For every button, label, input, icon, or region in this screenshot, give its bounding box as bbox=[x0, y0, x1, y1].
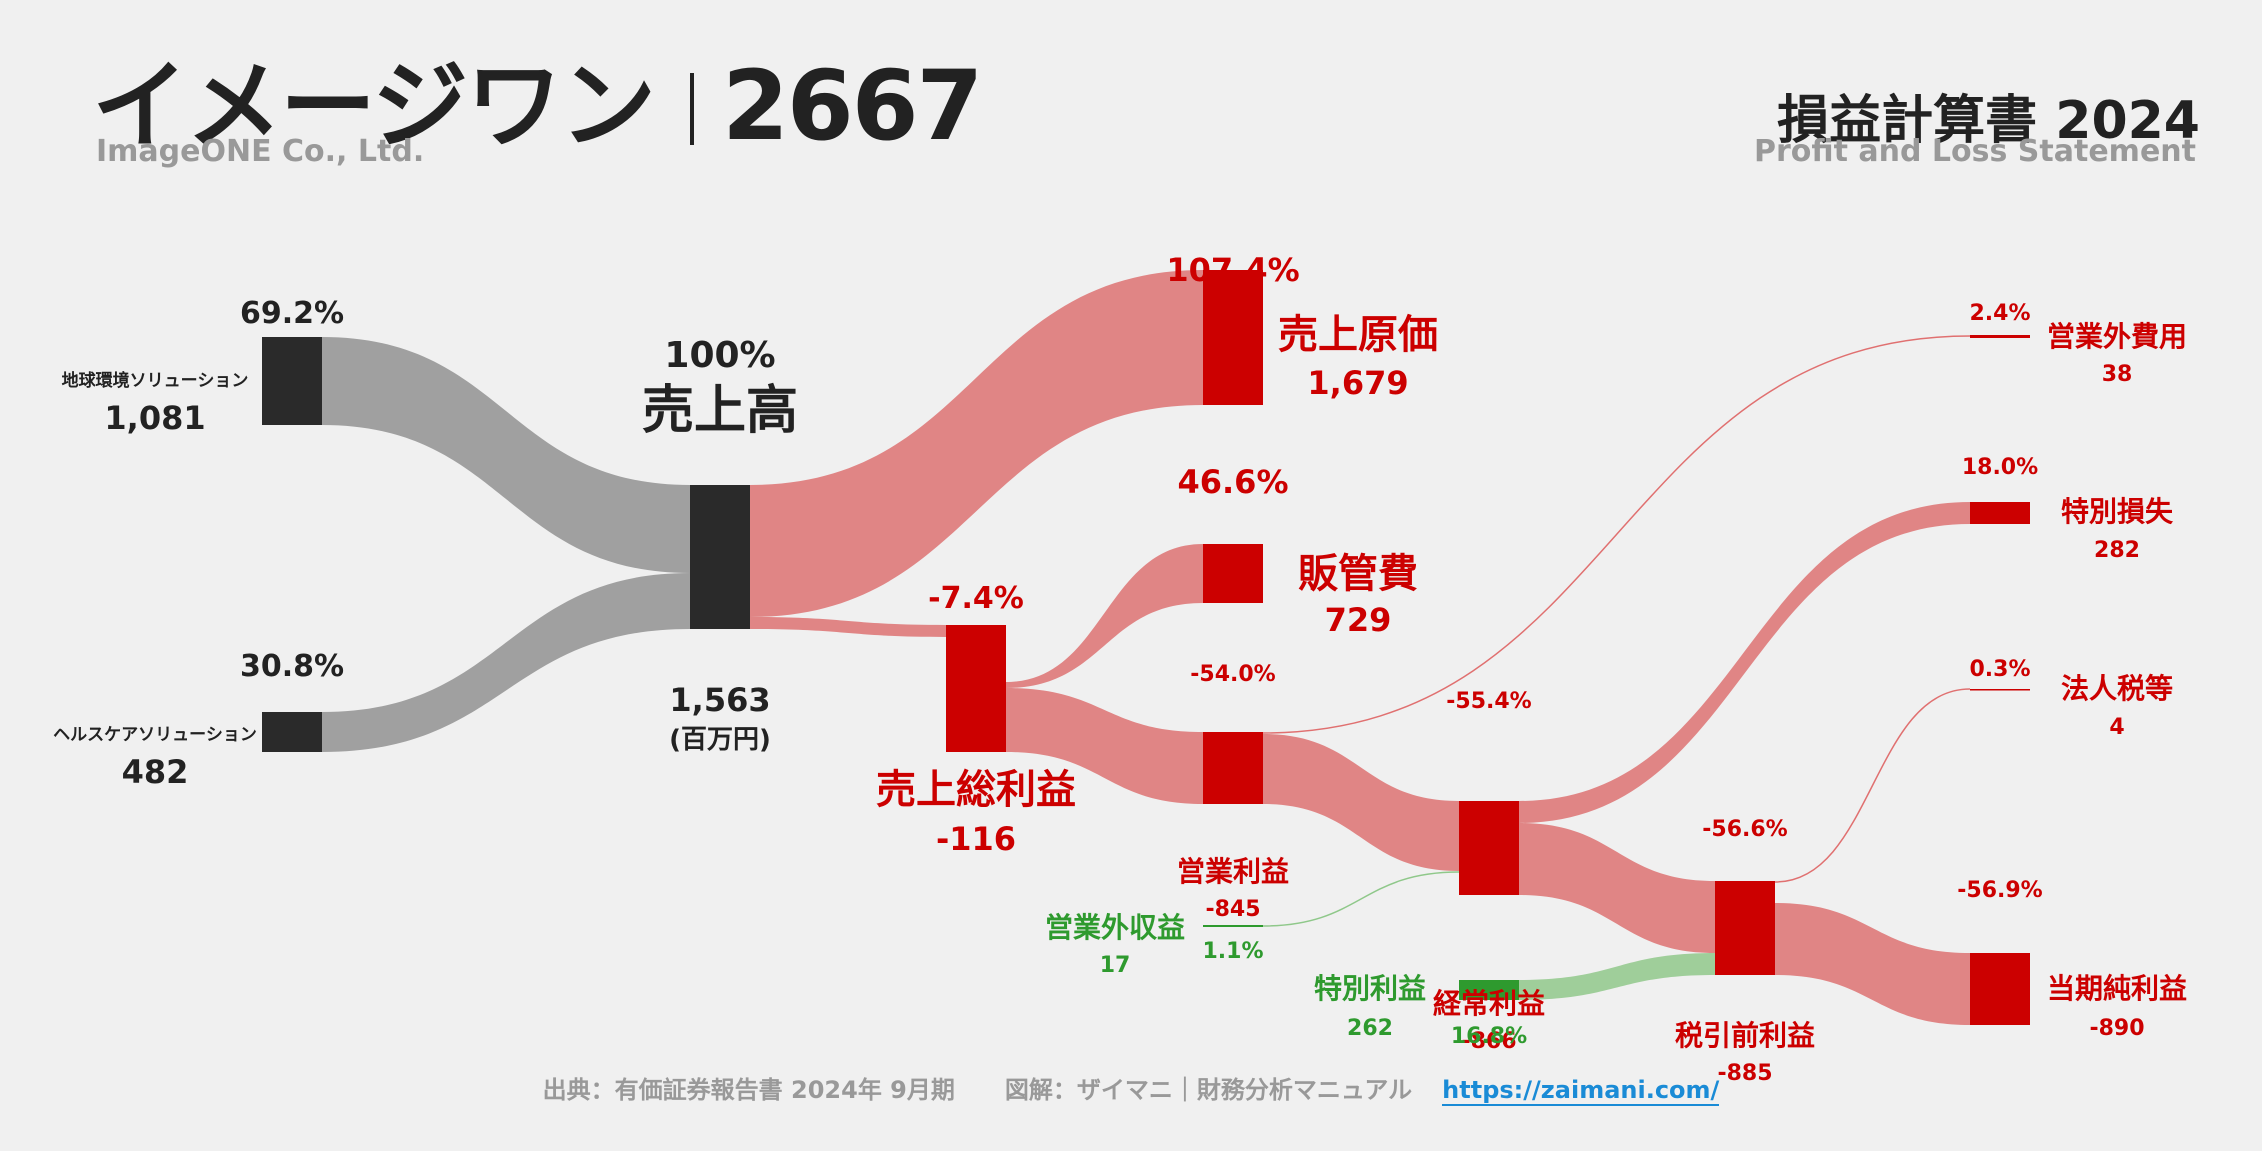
node-seg1 bbox=[262, 337, 322, 425]
footer-source: 出典：有価証券報告書 2024年 9月期 bbox=[542, 1076, 955, 1104]
label-name-net: 当期純利益 bbox=[2047, 972, 2187, 1005]
statement-subtitle: Profit and Loss Statement bbox=[1753, 134, 2196, 169]
label-pct-sga: 46.6% bbox=[1177, 463, 1288, 501]
statement-title: 損益計算書 2024 bbox=[1777, 91, 2200, 151]
label-name-nonop-exp: 営業外費用 bbox=[2047, 320, 2187, 353]
label-pct-pretax: -56.6% bbox=[1702, 817, 1787, 842]
flow-ordinary-sp-loss bbox=[1519, 502, 1970, 823]
node-net bbox=[1970, 953, 2030, 1025]
node-nonop_exp bbox=[1970, 335, 2030, 338]
label-value-op: -845 bbox=[1205, 897, 1260, 922]
flow-seg1-revenue bbox=[322, 337, 690, 573]
flow-ordinary-pretax bbox=[1519, 823, 1715, 953]
label-pct-tax: 0.3% bbox=[1969, 657, 2030, 682]
flow-pretax-tax bbox=[1774, 688, 1971, 883]
label-pct-sp-gain: 16.8% bbox=[1451, 1024, 1527, 1049]
footer: 出典：有価証券報告書 2024年 9月期 図解：ザイマニ｜財務分析マニュアル htt… bbox=[0, 1070, 2262, 1106]
label-name-ordinary: 経常利益 bbox=[1433, 987, 1545, 1020]
flow-revenue-cogs bbox=[750, 270, 1203, 617]
label-name-op: 営業利益 bbox=[1177, 855, 1289, 888]
label-name-revenue: 売上高 bbox=[642, 381, 798, 441]
label-value-gross: -116 bbox=[936, 820, 1016, 858]
label-pct-nonop-inc: 1.1% bbox=[1202, 939, 1263, 964]
label-value-seg2: 482 bbox=[122, 753, 189, 791]
node-sp_loss bbox=[1970, 502, 2030, 524]
label-pct-cogs: 107.4% bbox=[1166, 251, 1299, 289]
node-nonop_inc bbox=[1203, 925, 1263, 927]
label-name-sga: 販管費 bbox=[1298, 551, 1418, 597]
label-value-sga: 729 bbox=[1325, 601, 1392, 639]
flow-revenue-gross bbox=[750, 617, 946, 637]
flows-group bbox=[322, 270, 1971, 1025]
company-name-en: ImageONE Co., Ltd. bbox=[96, 134, 425, 169]
node-cogs bbox=[1203, 270, 1263, 405]
label-pct-op: -54.0% bbox=[1190, 662, 1275, 687]
label-name-sp-gain: 特別利益 bbox=[1314, 972, 1426, 1005]
flow-sp-gain-pretax bbox=[1519, 953, 1715, 1000]
label-name-tax: 法人税等 bbox=[2061, 672, 2173, 705]
labels-group: 69.2% 地球環境ソリューション 1,081 30.8% ヘルスケアソリューション 48… bbox=[53, 251, 2187, 1086]
flow-gross-op bbox=[1006, 688, 1203, 804]
label-value-sp-gain: 262 bbox=[1347, 1016, 1393, 1041]
label-value-ordinary: -866 bbox=[1461, 1029, 1516, 1054]
label-value-cogs: 1,679 bbox=[1307, 364, 1408, 402]
label-name-gross: 売上総利益 bbox=[876, 767, 1076, 813]
label-pct-nonop-exp: 2.4% bbox=[1969, 301, 2030, 326]
label-unit: (百万円) bbox=[669, 725, 771, 755]
label-value-nonop-exp: 38 bbox=[2102, 362, 2133, 387]
company-name-jp: イメージワン bbox=[92, 50, 656, 162]
ticker-code: 2667 bbox=[722, 50, 983, 162]
label-name-nonop-inc: 営業外収益 bbox=[1045, 911, 1185, 944]
nodes-group bbox=[262, 270, 2030, 1025]
label-name-sp-loss: 特別損失 bbox=[2061, 495, 2174, 528]
flow-seg2-revenue bbox=[322, 573, 690, 752]
flow-pretax-net bbox=[1775, 903, 1970, 1025]
node-seg2 bbox=[262, 712, 322, 752]
label-pct-seg2: 30.8% bbox=[240, 649, 344, 684]
label-pct-revenue: 100% bbox=[664, 335, 775, 376]
node-gross bbox=[946, 625, 1006, 752]
label-value-revenue: 1,563 bbox=[669, 681, 770, 719]
label-name-pretax: 税引前利益 bbox=[1675, 1019, 1815, 1052]
label-name-seg2: ヘルスケアソリューション bbox=[53, 725, 257, 745]
label-value-seg1: 1,081 bbox=[104, 399, 205, 437]
node-op bbox=[1203, 732, 1263, 804]
node-sp_gain bbox=[1459, 980, 1519, 1000]
flow-gross-sga bbox=[1006, 544, 1203, 688]
label-value-sp-loss: 282 bbox=[2094, 538, 2140, 563]
flow-nonop-inc-ordinary bbox=[1262, 871, 1460, 927]
label-pct-sp-loss: 18.0% bbox=[1962, 455, 2038, 480]
flow-op-nonop-exp bbox=[1262, 335, 1971, 734]
label-pct-seg1: 69.2% bbox=[240, 296, 344, 331]
label-pct-ordinary: -55.4% bbox=[1446, 689, 1531, 714]
node-sga bbox=[1203, 544, 1263, 603]
label-pct-gross: -7.4% bbox=[928, 581, 1024, 616]
node-ordinary bbox=[1459, 801, 1519, 895]
label-name-seg1: 地球環境ソリューション bbox=[62, 370, 249, 391]
label-value-tax: 4 bbox=[2109, 715, 2124, 740]
footer-credit: 図解：ザイマニ｜財務分析マニュアル bbox=[1004, 1076, 1413, 1104]
label-value-pretax: -885 bbox=[1717, 1061, 1772, 1086]
node-revenue bbox=[690, 485, 750, 629]
footer-link[interactable]: https://zaimani.com/ bbox=[1442, 1076, 1720, 1106]
label-value-nonop-inc: 17 bbox=[1100, 953, 1131, 978]
label-name-cogs: 売上原価 bbox=[1278, 312, 1438, 358]
title-separator bbox=[690, 73, 695, 145]
node-pretax bbox=[1715, 881, 1775, 975]
node-tax bbox=[1970, 689, 2030, 691]
flow-op-ordinary bbox=[1263, 734, 1459, 871]
page-title: イメージワン 2667 bbox=[92, 28, 983, 167]
label-pct-net: -56.9% bbox=[1957, 878, 2042, 903]
label-value-net: -890 bbox=[2089, 1016, 2144, 1041]
